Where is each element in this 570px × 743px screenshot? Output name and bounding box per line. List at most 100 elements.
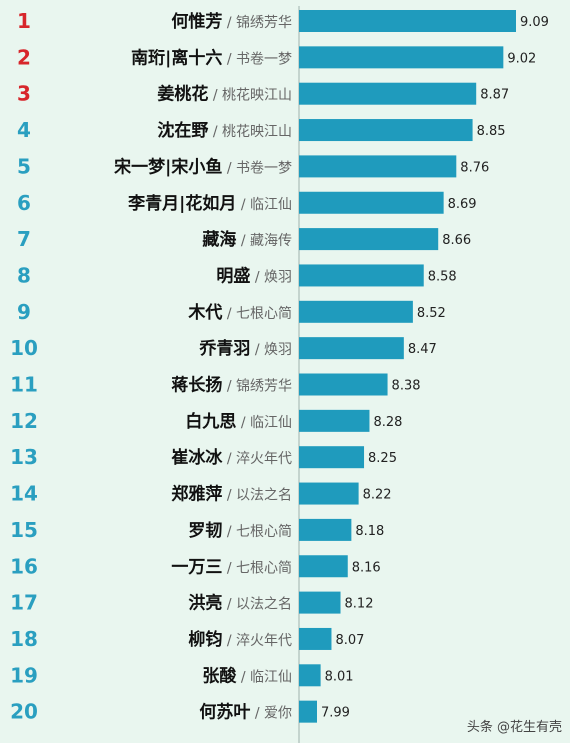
chart-row: 8 明盛 / 焕羽 8.58	[17, 263, 457, 287]
value-label: 8.38	[392, 379, 421, 394]
value-label: 8.66	[442, 233, 471, 248]
value-label: 7.99	[321, 706, 350, 721]
value-label: 8.69	[448, 197, 477, 212]
bar	[299, 409, 370, 432]
bar	[299, 337, 404, 360]
bar	[299, 591, 341, 614]
bar-label: 白九思 / 临江仙	[185, 411, 292, 432]
bar	[299, 373, 388, 396]
chart-row: 13 崔冰冰 / 淬火年代 8.25	[10, 445, 397, 469]
value-label: 8.12	[345, 597, 374, 612]
bar	[299, 264, 424, 287]
person-name: 乔青羽	[198, 338, 250, 359]
value-label: 8.01	[325, 669, 354, 684]
drama-name: / 焕羽	[250, 268, 292, 285]
rank-label: 5	[17, 154, 31, 178]
rank-label: 7	[17, 227, 31, 251]
drama-name: / 七根心简	[222, 523, 292, 540]
bar-label: 罗韧 / 七根心简	[188, 521, 292, 541]
chart-row: 16 一万三 / 七根心简 8.16	[10, 554, 381, 578]
bar-label: 柳钧 / 淬火年代	[188, 629, 292, 650]
rank-label: 8	[17, 263, 31, 287]
chart-row: 7 藏海 / 藏海传 8.66	[17, 227, 471, 251]
chart-row: 4 沈在野 / 桃花映江山 8.85	[17, 118, 505, 142]
value-label: 9.02	[507, 51, 536, 66]
drama-name: / 爱你	[250, 706, 292, 722]
drama-name: / 锦绣芳华	[222, 378, 292, 395]
bar	[299, 482, 359, 505]
drama-name: / 书卷一梦	[222, 51, 292, 67]
rank-label: 4	[17, 118, 31, 142]
person-name: 沈在野	[157, 120, 208, 141]
rank-label: 15	[10, 518, 38, 542]
bar	[299, 300, 413, 323]
drama-name: / 书卷一梦	[222, 160, 292, 176]
bar	[299, 82, 477, 105]
chart-rows: 1 何惟芳 / 锦绣芳华 9.09 2 南珩|离十六 / 书卷一梦 9.02 3 姜桃花 / …	[10, 9, 549, 724]
chart-row: 20 何苏叶 / 爱你 7.99	[10, 700, 350, 724]
person-name: 李青月|花如月	[128, 193, 236, 214]
rank-label: 16	[10, 554, 38, 578]
chart-row: 1 何惟芳 / 锦绣芳华 9.09	[17, 9, 549, 33]
rank-label: 13	[10, 445, 38, 469]
bar-label: 一万三 / 七根心简	[171, 557, 292, 577]
rank-label: 18	[10, 627, 38, 651]
value-label: 8.87	[480, 88, 509, 103]
bar	[299, 191, 444, 214]
rank-label: 14	[10, 482, 38, 506]
value-label: 8.58	[428, 269, 457, 284]
person-name: 明盛	[216, 265, 250, 286]
chart-row: 6 李青月|花如月 / 临江仙 8.69	[17, 191, 477, 215]
value-label: 8.22	[363, 488, 392, 503]
person-name: 崔冰冰	[170, 447, 223, 468]
value-label: 8.18	[355, 524, 384, 539]
rank-label: 1	[17, 9, 31, 33]
person-name: 洪亮	[188, 593, 222, 614]
chart-row: 14 郑雅萍 / 以法之名 8.22	[10, 482, 391, 506]
rank-label: 20	[10, 700, 38, 724]
value-label: 8.16	[352, 560, 381, 575]
bar	[299, 10, 516, 32]
rank-label: 11	[10, 373, 38, 397]
bar	[299, 627, 332, 650]
value-label: 8.76	[460, 160, 489, 175]
person-name: 宋一梦|宋小鱼	[113, 156, 222, 177]
chart-row: 11 蒋长扬 / 锦绣芳华 8.38	[10, 373, 420, 397]
bar-label: 何惟芳 / 锦绣芳华	[171, 11, 292, 32]
chart-row: 19 张酸 / 临江仙 8.01	[10, 663, 353, 687]
person-name: 何惟芳	[171, 11, 222, 32]
bar-label: 蒋长扬 / 锦绣芳华	[171, 375, 292, 396]
bar	[299, 700, 317, 723]
value-label: 8.47	[408, 342, 437, 357]
drama-name: / 临江仙	[236, 197, 292, 213]
value-label: 9.09	[520, 15, 549, 30]
person-name: 蒋长扬	[171, 375, 222, 396]
drama-name: / 桃花映江山	[208, 88, 292, 104]
chart-row: 17 洪亮 / 以法之名 8.12	[10, 591, 373, 615]
bar	[299, 664, 321, 687]
bar-label: 宋一梦|宋小鱼 / 书卷一梦	[113, 156, 292, 177]
bar-label: 崔冰冰 / 淬火年代	[170, 447, 292, 468]
person-name: 木代	[187, 302, 222, 323]
drama-name: / 以法之名	[222, 488, 292, 504]
bar-label: 木代 / 七根心简	[187, 302, 292, 323]
bar	[299, 155, 457, 178]
rank-label: 10	[10, 336, 38, 360]
drama-name: / 藏海传	[236, 233, 292, 249]
value-label: 8.28	[373, 415, 402, 430]
bar-label: 郑雅萍 / 以法之名	[171, 484, 292, 505]
rank-label: 3	[17, 82, 31, 106]
bar	[299, 446, 365, 469]
drama-name: / 桃花映江山	[208, 124, 292, 140]
chart-row: 2 南珩|离十六 / 书卷一梦 9.02	[17, 45, 536, 69]
person-name: 藏海	[202, 229, 236, 250]
bar-label: 姜桃花 / 桃花映江山	[157, 84, 292, 105]
bar-label: 南珩|离十六 / 书卷一梦	[131, 47, 292, 68]
person-name: 何苏叶	[199, 702, 250, 723]
chart-row: 5 宋一梦|宋小鱼 / 书卷一梦 8.76	[17, 154, 489, 178]
bar	[299, 228, 439, 251]
person-name: 柳钧	[188, 629, 222, 650]
chart-row: 9 木代 / 七根心简 8.52	[17, 300, 446, 324]
person-name: 白九思	[185, 411, 236, 432]
